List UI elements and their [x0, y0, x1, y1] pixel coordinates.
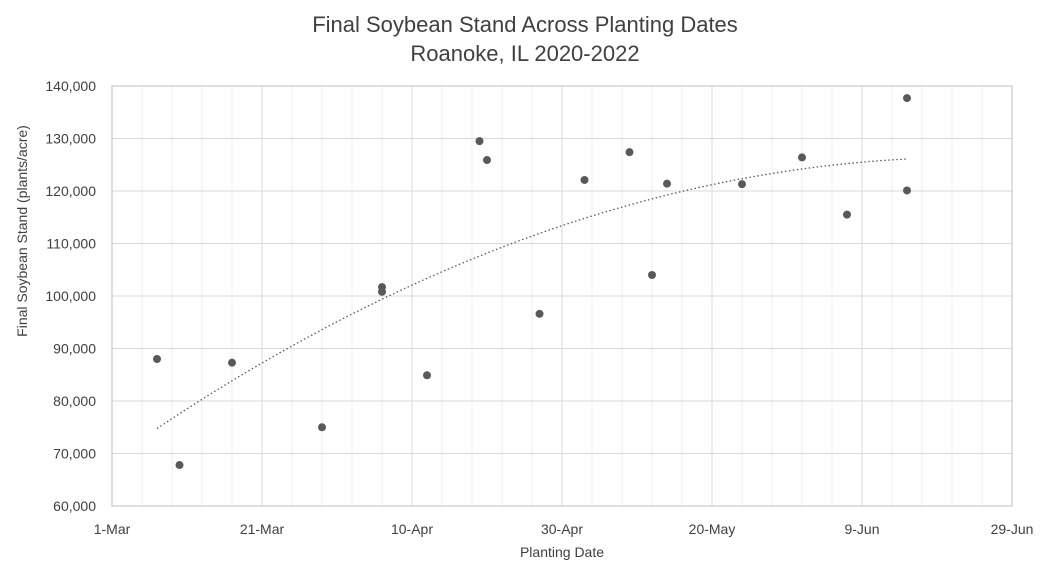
chart-title: Final Soybean Stand Across Planting Date… [312, 12, 738, 37]
y-tick-label: 140,000 [45, 78, 96, 94]
data-point [153, 355, 161, 363]
plot-border [111, 85, 1013, 507]
x-tick-label: 10-Apr [391, 521, 433, 537]
y-tick-label: 110,000 [46, 236, 96, 252]
data-point [903, 94, 911, 103]
data-point [843, 210, 851, 219]
x-tick-label: 9-Jun [844, 521, 879, 537]
data-point [378, 287, 386, 296]
y-tick-label: 60,000 [53, 498, 96, 514]
y-tick-label: 130,000 [45, 131, 96, 147]
y-tick-label: 120,000 [45, 183, 96, 199]
y-axis-title: Final Soybean Stand (plants/acre) [14, 125, 30, 337]
y-tick-label: 90,000 [53, 341, 96, 357]
data-point [483, 156, 491, 165]
data-points [153, 94, 911, 470]
data-point [903, 186, 911, 195]
data-point [663, 179, 671, 188]
data-point [475, 137, 484, 146]
data-point [175, 461, 184, 470]
grid [111, 85, 1013, 507]
x-tick-labels: 1-Mar 21-Mar 10-Apr 30-Apr 20-May 9-Jun 29-Jun [94, 521, 1034, 537]
x-tick-label: 30-Apr [541, 521, 583, 537]
trendline [156, 158, 908, 430]
data-point [648, 271, 656, 279]
axes [111, 85, 1013, 507]
data-point [798, 153, 806, 162]
data-point [423, 371, 431, 380]
data-point [318, 423, 326, 432]
data-point [535, 309, 544, 318]
data-point [580, 175, 589, 184]
x-axis-title: Planting Date [520, 544, 604, 560]
x-tick-label: 21-Mar [240, 521, 285, 537]
y-tick-label: 70,000 [53, 446, 96, 462]
x-tick-label: 20-May [689, 521, 736, 537]
data-point [625, 148, 634, 157]
y-tick-label: 100,000 [45, 288, 96, 304]
y-tick-labels: 60,000 70,000 80,000 90,000 100,000 110,000 12… [45, 78, 96, 514]
chart-subtitle: Roanoke, IL 2020-2022 [410, 41, 639, 66]
x-tick-label: 1-Mar [94, 521, 131, 537]
data-point [738, 180, 746, 189]
data-point [228, 358, 236, 367]
y-tick-label: 80,000 [53, 393, 96, 409]
x-tick-label: 29-Jun [991, 521, 1034, 537]
